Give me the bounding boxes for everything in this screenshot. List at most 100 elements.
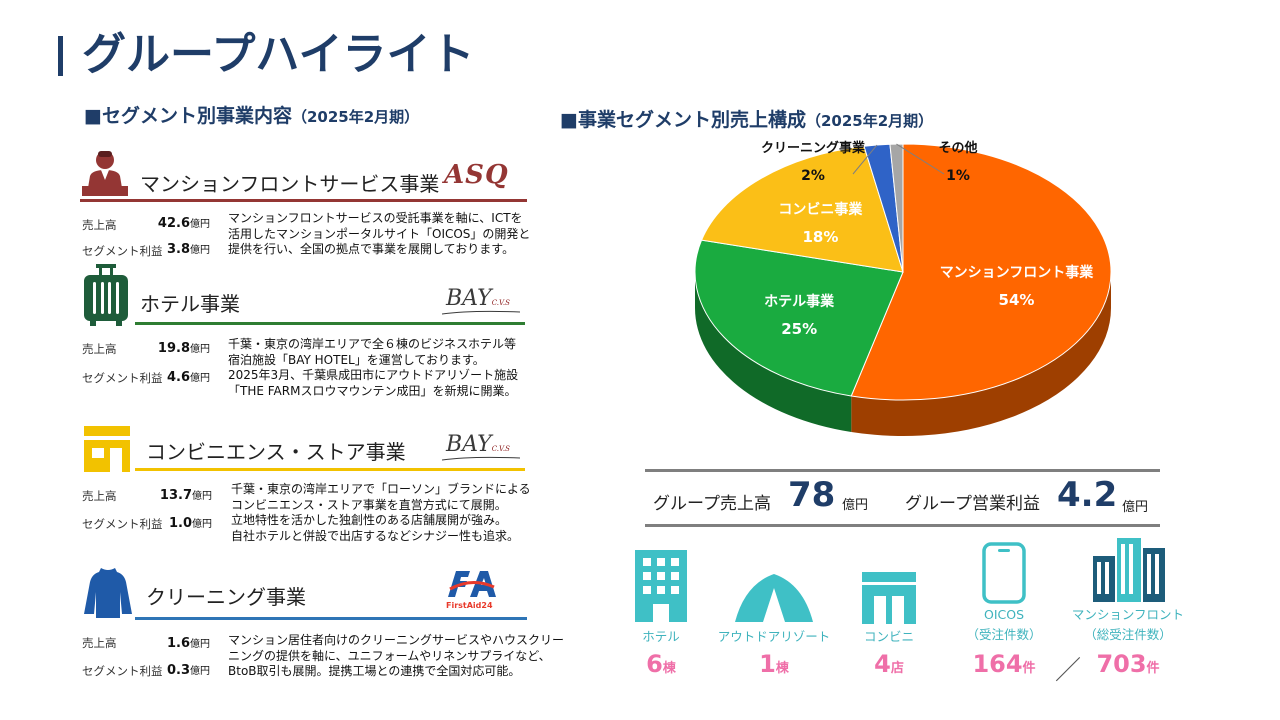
pie-slice-side xyxy=(695,272,852,432)
group-sales-label: グループ売上高 xyxy=(653,494,771,514)
desc-line: 活用したマンションポータルサイト「OICOS」の開発と xyxy=(228,226,531,241)
segment-name: クリーニング事業 xyxy=(146,585,306,609)
desc-line: 提供を行い、全国の拠点で事業を展開しております。 xyxy=(228,242,515,256)
profit-value: 1.0億円 xyxy=(168,516,212,531)
pie-slice-value-label: 18% xyxy=(802,228,838,246)
pie-slice-name-label: ホテル事業 xyxy=(764,293,835,310)
stat-label: OICOS xyxy=(983,607,1025,622)
segment-divider xyxy=(135,468,525,471)
segment-divider xyxy=(135,617,527,620)
profit-label: セグメント利益 xyxy=(82,664,163,678)
stat-count: 6棟 xyxy=(646,650,676,678)
pie-slice-name-label: マンションフロント事業 xyxy=(940,264,1095,281)
sales-value: 1.6億円 xyxy=(166,636,210,651)
profit-value: 4.6億円 xyxy=(166,370,210,385)
stat-count: 703件 xyxy=(1096,650,1160,678)
sales-value: 42.6億円 xyxy=(157,216,210,231)
apartment-buildings-icon xyxy=(1093,538,1165,602)
sales-value: 19.8億円 xyxy=(157,341,210,356)
segment-description: マンションフロントサービスの受託事業を軸に、ICTを 活用したマンションポータル… xyxy=(228,211,530,258)
segment-description: マンション居住者向けのクリーニングサービスやハウスクリー ニングの提供を軸に、ユ… xyxy=(228,633,564,680)
pie-leader-line xyxy=(852,144,878,175)
desc-line: ニングの提供を軸に、ユニフォームやリネンサプライなど、 xyxy=(228,648,551,663)
pie-slice-name-label: その他 xyxy=(938,140,977,156)
desc-line: 千葉・東京の湾岸エリアで「ローソン」ブランドによる xyxy=(231,482,531,496)
desc-line: 2025年3月、千葉県成田市にアウトドアリゾート施設 xyxy=(228,368,519,382)
group-sales-unit: 億円 xyxy=(842,498,869,513)
composition-heading-period: （2025年2月期） xyxy=(805,112,934,130)
desc-line: 自社ホテルと併設で出店するなどシナジー性も追求。 xyxy=(231,528,520,543)
hotel-building-icon xyxy=(635,550,687,622)
tent-icon xyxy=(735,574,813,622)
segment-divider xyxy=(80,199,527,202)
desc-line: コンビニエンス・ストア事業を直営方式にて展開。 xyxy=(231,497,507,512)
stat-label: コンビニ xyxy=(863,629,914,644)
convenience-store-icon xyxy=(862,572,916,624)
pie-slice-side xyxy=(851,272,1111,436)
sales-value: 13.7億円 xyxy=(159,488,212,503)
page-title: グループハイライト xyxy=(82,29,475,80)
segment-divider xyxy=(135,322,525,325)
composition-heading-text: ■事業セグメント別売上構成 xyxy=(560,109,806,131)
segment-heading-text: ■セグメント別事業内容 xyxy=(84,105,292,127)
asq-logo: ASQ xyxy=(444,160,509,190)
firstaid24-logo: FirstAid24 xyxy=(446,569,498,615)
sales-label: 売上高 xyxy=(82,218,117,232)
title-accent-bar xyxy=(58,36,63,76)
profit-value: 3.8億円 xyxy=(166,242,210,257)
stat-count: 164件 xyxy=(972,650,1036,678)
pie-slice xyxy=(850,143,1112,401)
group-profit-unit: 億円 xyxy=(1122,500,1149,515)
stat-sublabel: （受注件数） xyxy=(966,627,1042,642)
group-sales-value: 78 xyxy=(788,475,836,515)
group-profit-value: 4.2 xyxy=(1057,475,1118,515)
shirt-icon xyxy=(84,568,132,618)
concierge-person-icon xyxy=(82,151,128,196)
bay-cvs-logo: BAYC.V.S xyxy=(442,286,521,315)
sales-composition-heading: ■事業セグメント別売上構成（2025年2月期） xyxy=(560,108,933,133)
stat-label: ホテル xyxy=(642,629,680,644)
sales-composition-pie-chart: マンションフロント事業 54% ホテル事業 25% コンビニ事業 18% クリーニング事業 2… xyxy=(694,140,1112,436)
pie-slice-value-label: 25% xyxy=(781,320,817,338)
totals-top-rule xyxy=(645,469,1160,472)
bay-cvs-logo: BAYC.V.S xyxy=(442,432,521,461)
pie-leader-line xyxy=(896,143,945,175)
segment-section-heading: ■セグメント別事業内容（2025年2月期） xyxy=(84,104,419,129)
pie-slice-value-label: 54% xyxy=(999,291,1035,309)
totals-bottom-rule xyxy=(645,524,1160,527)
desc-line: 立地特性を活かした独創性のある店舗展開が強み。 xyxy=(231,513,508,527)
desc-line: BtoB取引も展開。提携工場との連携で全国対応可能。 xyxy=(228,664,521,678)
profit-label: セグメント利益 xyxy=(82,244,163,258)
profit-label: セグメント利益 xyxy=(82,517,163,531)
segment-description: 千葉・東京の湾岸エリアで「ローソン」ブランドによる コンビニエンス・ストア事業を… xyxy=(231,482,531,544)
sales-label: 売上高 xyxy=(82,636,117,650)
profit-value: 0.3億円 xyxy=(166,663,210,678)
segment-name: コンビニエンス・ストア事業 xyxy=(146,440,406,464)
pie-slice xyxy=(700,145,904,273)
stat-sublabel: （総受注件数） xyxy=(1084,627,1172,642)
pie-slice-value-label: 1% xyxy=(946,168,970,184)
pie-slice-name-label: コンビニ事業 xyxy=(778,201,863,218)
profit-label: セグメント利益 xyxy=(82,371,163,385)
logo-swoosh-icon xyxy=(442,456,521,461)
pie-slice xyxy=(694,239,904,397)
logo-swoosh-icon xyxy=(442,310,521,315)
desc-line: 「THE FARMスロウマウンテン成田」を新規に開業。 xyxy=(228,383,517,398)
stats-separator: ／ xyxy=(1055,656,1082,686)
suitcase-icon xyxy=(84,264,128,326)
pie-slice-value-label: 2% xyxy=(801,168,825,184)
segment-heading-period: （2025年2月期） xyxy=(291,108,420,126)
smartphone-icon xyxy=(982,542,1026,604)
group-profit-label: グループ営業利益 xyxy=(905,494,1040,514)
segment-description: 千葉・東京の湾岸エリアで全６棟のビジネスホテル等 宿泊施設「BAY HOTEL」… xyxy=(228,337,518,399)
sales-label: 売上高 xyxy=(82,342,117,356)
firstaid24-text: FirstAid24 xyxy=(446,601,493,610)
stat-count: 4店 xyxy=(874,650,904,678)
desc-line: マンションフロントサービスの受託事業を軸に、ICTを xyxy=(228,211,523,225)
stat-label: マンションフロント xyxy=(1071,607,1185,622)
store-icon xyxy=(84,426,130,472)
desc-line: 千葉・東京の湾岸エリアで全６棟のビジネスホテル等 xyxy=(228,337,517,351)
desc-line: 宿泊施設「BAY HOTEL」を運営しております。 xyxy=(228,352,485,367)
sales-label: 売上高 xyxy=(82,489,117,503)
segment-name: マンションフロントサービス事業 xyxy=(140,172,440,196)
